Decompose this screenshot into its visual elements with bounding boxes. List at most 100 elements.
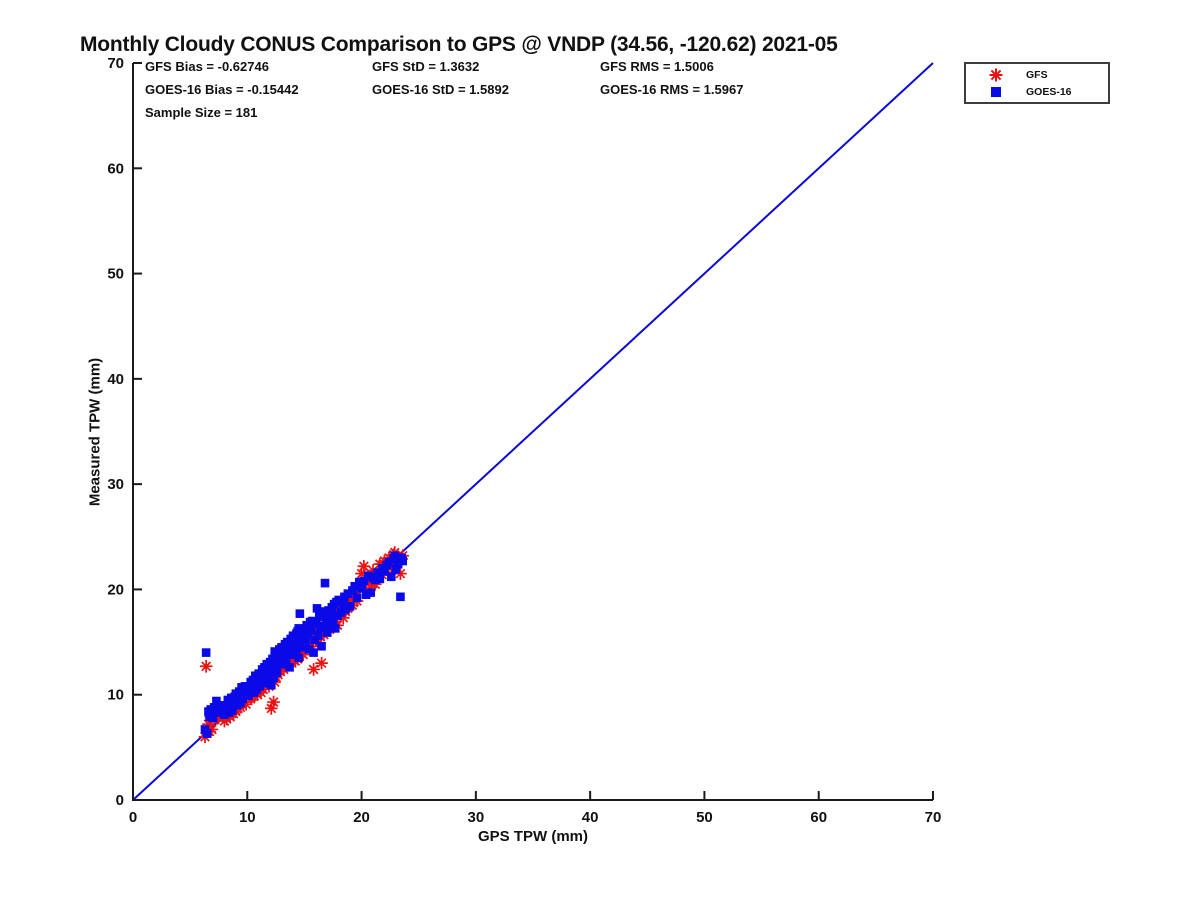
goes16-point — [326, 620, 336, 630]
goes16-point — [208, 713, 218, 723]
goes16-point — [294, 624, 304, 633]
goes16-point — [390, 551, 400, 561]
y-tick-label: 20 — [107, 581, 124, 598]
goes16-square-icon — [966, 84, 1026, 100]
chart-title: Monthly Cloudy CONUS Comparison to GPS @… — [80, 33, 838, 56]
gfs-point — [384, 561, 398, 574]
stat-gfs-bias: GFS Bias = -0.62746 — [145, 59, 269, 74]
gfs-point — [239, 697, 253, 711]
goes16-point — [375, 574, 385, 584]
gfs-point — [366, 564, 380, 577]
x-axis-label: GPS TPW (mm) — [477, 828, 589, 845]
x-tick-label: 70 — [925, 809, 942, 826]
stat-goes16-std: GOES-16 StD = 1.5892 — [372, 82, 509, 97]
y-tick-label: 60 — [107, 160, 124, 177]
goes16-point — [297, 643, 307, 652]
goes16-point — [336, 608, 346, 617]
x-tick-label: 50 — [696, 809, 713, 826]
legend-item-goes16: GOES-16 — [966, 84, 1108, 100]
goes16-point — [312, 604, 322, 613]
goes16-point — [266, 680, 276, 690]
gfs-point — [315, 656, 328, 670]
gfs-point — [212, 711, 226, 725]
gfs-point — [267, 695, 280, 709]
goes16-point — [295, 609, 305, 618]
gfs-point — [205, 723, 219, 736]
goes16-point — [287, 644, 297, 653]
stat-sample-size: Sample Size = 181 — [145, 105, 258, 120]
goes16-point — [244, 691, 253, 701]
goes16-point — [201, 648, 211, 657]
goes16-point — [322, 628, 332, 637]
goes16-point — [320, 578, 330, 588]
goes16-point — [269, 673, 278, 683]
goes16-point — [228, 706, 237, 715]
stat-goes16-rms: GOES-16 RMS = 1.5967 — [600, 82, 744, 97]
y-tick-label: 0 — [116, 792, 124, 809]
goes16-point — [309, 648, 318, 657]
goes16-point — [393, 559, 403, 569]
goes16-point — [271, 660, 281, 670]
goes16-point — [285, 663, 294, 672]
goes16-point — [361, 590, 371, 599]
goes16-point — [296, 633, 306, 643]
gfs-point — [296, 648, 310, 662]
legend-label-goes16: GOES-16 — [1026, 85, 1072, 98]
x-tick-label: 40 — [582, 809, 599, 826]
stat-gfs-rms: GFS RMS = 1.5006 — [600, 59, 714, 74]
goes16-point — [352, 593, 362, 603]
x-tick-label: 30 — [468, 809, 485, 826]
gfs-point — [199, 659, 213, 673]
goes16-point — [328, 615, 338, 625]
goes16-point — [354, 577, 364, 587]
goes16-point — [294, 653, 304, 663]
goes16-point — [345, 601, 355, 611]
goes16-point — [359, 576, 369, 586]
goes16-point — [373, 568, 382, 577]
goes16-point — [202, 729, 212, 738]
gfs-asterisk-icon — [966, 67, 1026, 83]
x-tick-label: 10 — [239, 809, 256, 826]
x-tick-label: 60 — [810, 809, 827, 826]
y-tick-label: 70 — [107, 55, 124, 72]
goes16-point — [370, 575, 380, 585]
gfs-point — [364, 581, 378, 594]
goes16-point — [215, 700, 225, 710]
goes16-point — [239, 690, 249, 700]
goes16-point — [343, 589, 353, 598]
goes16-point — [341, 605, 350, 614]
legend-item-gfs: GFS — [966, 67, 1108, 83]
x-tick-label: 0 — [129, 809, 137, 826]
legend-label-gfs: GFS — [1026, 68, 1048, 81]
goes16-point — [364, 571, 373, 581]
goes16-point — [264, 666, 274, 675]
goes16-point — [386, 572, 396, 582]
gfs-point — [336, 611, 350, 625]
y-tick-label: 50 — [107, 266, 124, 283]
stat-gfs-std: GFS StD = 1.3632 — [372, 59, 480, 74]
goes16-point — [334, 595, 344, 605]
goes16-point — [263, 672, 273, 682]
goes16-point — [384, 557, 394, 567]
goes16-point — [330, 624, 340, 633]
legend-box: GFS GOES-16 — [964, 62, 1110, 104]
goes16-point — [281, 655, 291, 665]
goes16-point — [357, 584, 366, 593]
gfs-point — [202, 717, 215, 731]
goes16-point — [321, 614, 331, 624]
goes16-point — [317, 641, 326, 651]
goes16-point — [256, 670, 266, 680]
goes16-point — [325, 609, 334, 618]
goes16-point — [292, 646, 301, 655]
goes16-point — [313, 631, 323, 641]
goes16-point — [398, 556, 408, 566]
goes16-point — [396, 592, 405, 602]
stat-goes16-bias: GOES-16 Bias = -0.15442 — [145, 82, 299, 97]
goes16-point — [311, 618, 321, 628]
goes16-point — [391, 565, 401, 574]
goes16-point — [350, 581, 360, 591]
y-tick-label: 30 — [107, 476, 124, 493]
gfs-point — [357, 559, 371, 573]
